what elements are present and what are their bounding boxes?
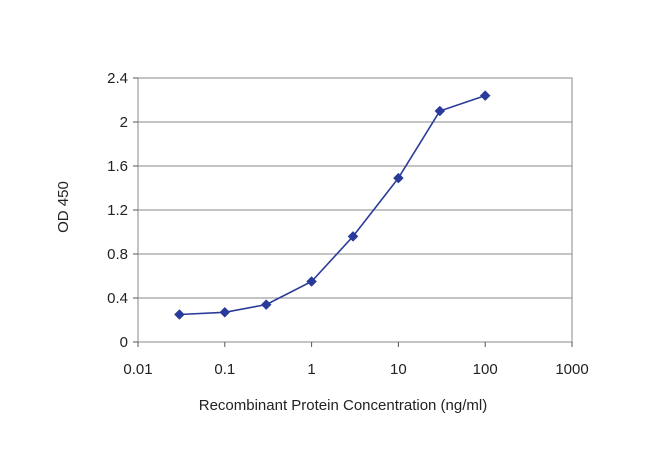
y-tick-label: 0 xyxy=(120,334,128,351)
y-tick-label: 0.4 xyxy=(107,290,128,307)
y-tick-label: 1.2 xyxy=(107,202,128,219)
series xyxy=(174,90,491,320)
data-point xyxy=(479,90,491,101)
gridlines xyxy=(138,121,572,299)
data-point xyxy=(219,306,231,318)
data-point xyxy=(306,276,317,287)
y-tick-label: 1.6 xyxy=(107,158,128,175)
axis-ticks xyxy=(133,77,573,347)
tick-labels: 0 0.4 0.8 1.2 1.6 2 2.4 0.01 0.1 1 10 100 1000 xyxy=(107,70,589,378)
x-tick-label: 0.1 xyxy=(214,361,235,378)
y-tick-label: 0.8 xyxy=(107,246,128,263)
x-tick-label: 1000 xyxy=(555,361,588,378)
x-tick-label: 100 xyxy=(473,361,498,378)
x-axis-title: Recombinant Protein Concentration (ng/ml… xyxy=(199,397,487,414)
data-point xyxy=(174,309,185,320)
series-line xyxy=(179,94,486,316)
data-point xyxy=(260,299,272,310)
y-axis-title: OD 450 xyxy=(55,181,72,233)
y-tick-label: 2.4 xyxy=(107,70,128,87)
data-point xyxy=(434,105,446,117)
data-point xyxy=(393,172,404,184)
data-point xyxy=(347,231,359,242)
y-tick-label: 2 xyxy=(120,114,128,131)
x-tick-label: 10 xyxy=(390,361,407,378)
x-tick-label: 1 xyxy=(307,361,315,378)
x-tick-label: 0.01 xyxy=(123,361,152,378)
